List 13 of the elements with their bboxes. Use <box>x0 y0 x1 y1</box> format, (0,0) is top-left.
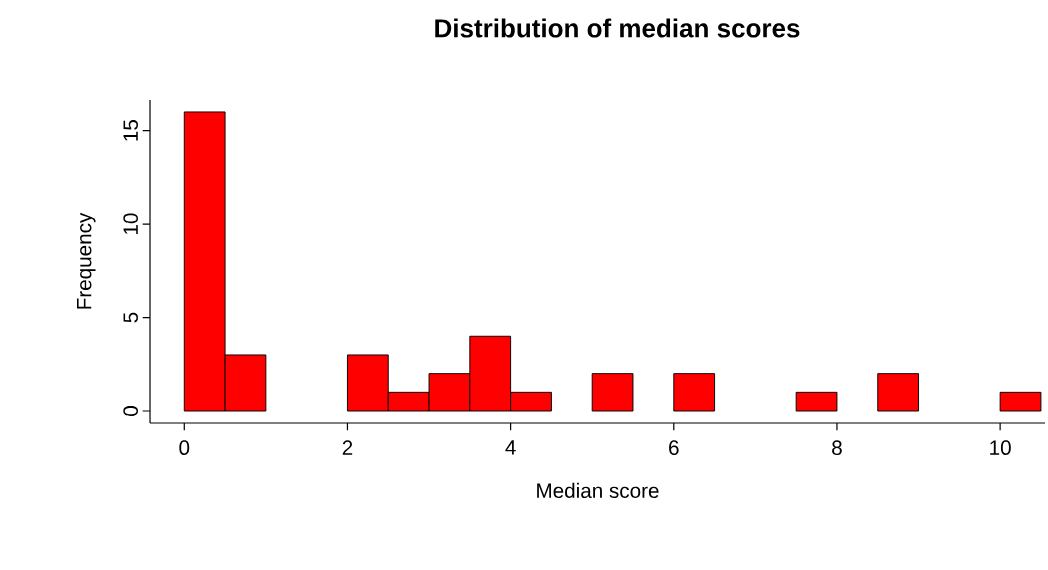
x-tick-label: 6 <box>669 440 679 455</box>
x-tick-label: 0 <box>179 440 190 455</box>
y-axis-title: Frequency <box>77 212 96 309</box>
chart-title: Distribution of median scores <box>435 18 800 38</box>
y-tick-label: 10 <box>123 213 138 235</box>
x-tick-label: 8 <box>832 440 842 455</box>
y-tick-label: 0 <box>123 406 138 416</box>
x-axis-title: Median score <box>537 482 659 498</box>
y-tick-label: 5 <box>123 312 138 323</box>
y-tick-label: 15 <box>123 120 138 141</box>
x-tick-label: 4 <box>505 440 516 455</box>
x-tick-label: 10 <box>990 440 1011 455</box>
x-tick-label: 2 <box>342 440 353 455</box>
